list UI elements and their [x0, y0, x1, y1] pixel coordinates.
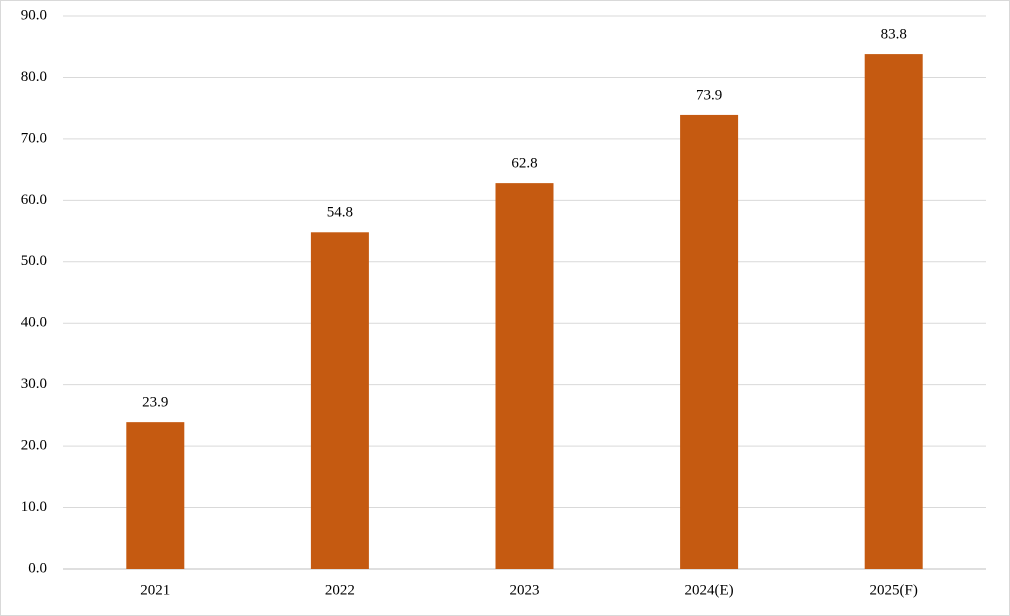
data-label: 23.9	[142, 395, 168, 411]
y-tick-label: 30.0	[21, 376, 47, 392]
y-tick-label: 50.0	[21, 253, 47, 269]
bar	[126, 422, 185, 569]
data-label: 54.8	[327, 205, 353, 221]
y-tick-label: 60.0	[21, 192, 47, 208]
y-tick-label: 10.0	[21, 499, 47, 515]
y-tick-label: 80.0	[21, 69, 47, 85]
y-tick-label: 90.0	[21, 7, 47, 23]
x-tick-label: 2025(F)	[870, 582, 918, 598]
x-tick-label: 2023	[510, 582, 540, 598]
bar	[680, 114, 739, 570]
x-tick-label: 2022	[325, 582, 355, 598]
y-tick-label: 20.0	[21, 438, 47, 454]
bar	[495, 183, 554, 569]
y-tick-label: 70.0	[21, 130, 47, 146]
bar	[310, 232, 369, 570]
y-tick-label: 40.0	[21, 315, 47, 331]
data-label: 83.8	[881, 27, 907, 43]
data-label: 73.9	[696, 87, 722, 103]
y-tick-label: 0.0	[28, 560, 47, 576]
data-label: 62.8	[511, 156, 537, 172]
x-tick-label: 2024(E)	[685, 582, 734, 598]
bar	[864, 54, 923, 569]
x-tick-label: 2021	[140, 582, 170, 598]
